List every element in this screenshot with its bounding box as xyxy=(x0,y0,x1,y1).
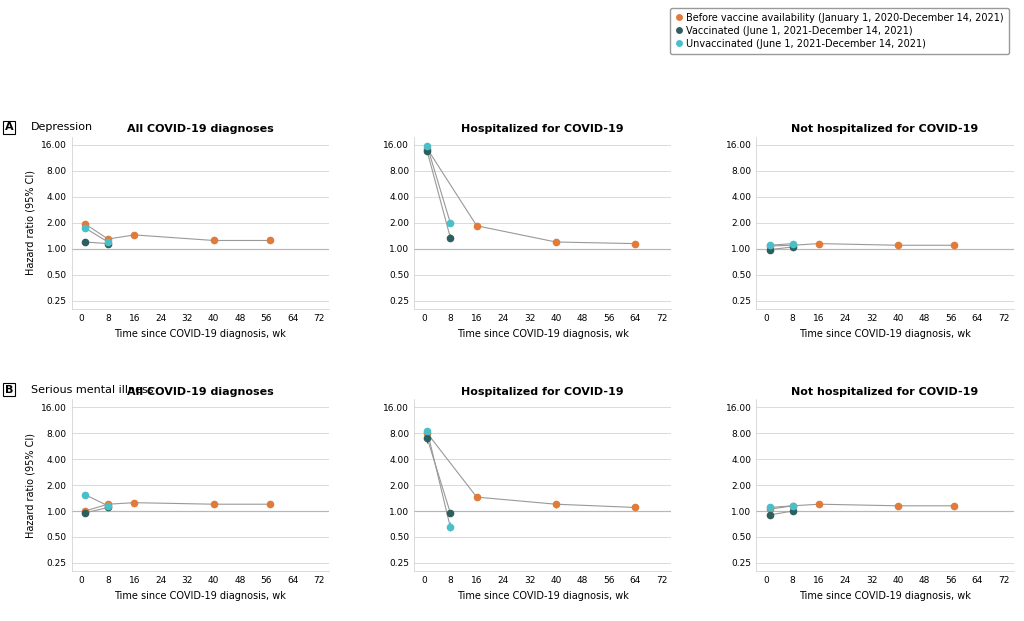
X-axis label: Time since COVID-19 diagnosis, wk: Time since COVID-19 diagnosis, wk xyxy=(115,329,287,338)
Text: B: B xyxy=(5,384,13,394)
Title: Not hospitalized for COVID-19: Not hospitalized for COVID-19 xyxy=(792,387,979,397)
Title: Not hospitalized for COVID-19: Not hospitalized for COVID-19 xyxy=(792,124,979,135)
Title: All COVID-19 diagnoses: All COVID-19 diagnoses xyxy=(127,124,273,135)
X-axis label: Time since COVID-19 diagnosis, wk: Time since COVID-19 diagnosis, wk xyxy=(457,591,629,601)
Legend: Before vaccine availability (January 1, 2020-December 14, 2021), Vaccinated (Jun: Before vaccine availability (January 1, … xyxy=(670,8,1009,53)
X-axis label: Time since COVID-19 diagnosis, wk: Time since COVID-19 diagnosis, wk xyxy=(799,591,971,601)
Y-axis label: Hazard ratio (95% CI): Hazard ratio (95% CI) xyxy=(26,433,36,538)
Title: Hospitalized for COVID-19: Hospitalized for COVID-19 xyxy=(462,124,624,135)
Text: Serious mental illness: Serious mental illness xyxy=(31,384,154,394)
X-axis label: Time since COVID-19 diagnosis, wk: Time since COVID-19 diagnosis, wk xyxy=(115,591,287,601)
Text: Depression: Depression xyxy=(31,122,93,132)
X-axis label: Time since COVID-19 diagnosis, wk: Time since COVID-19 diagnosis, wk xyxy=(799,329,971,338)
Y-axis label: Hazard ratio (95% CI): Hazard ratio (95% CI) xyxy=(26,170,36,275)
Text: A: A xyxy=(5,122,13,132)
Title: All COVID-19 diagnoses: All COVID-19 diagnoses xyxy=(127,387,273,397)
Title: Hospitalized for COVID-19: Hospitalized for COVID-19 xyxy=(462,387,624,397)
X-axis label: Time since COVID-19 diagnosis, wk: Time since COVID-19 diagnosis, wk xyxy=(457,329,629,338)
